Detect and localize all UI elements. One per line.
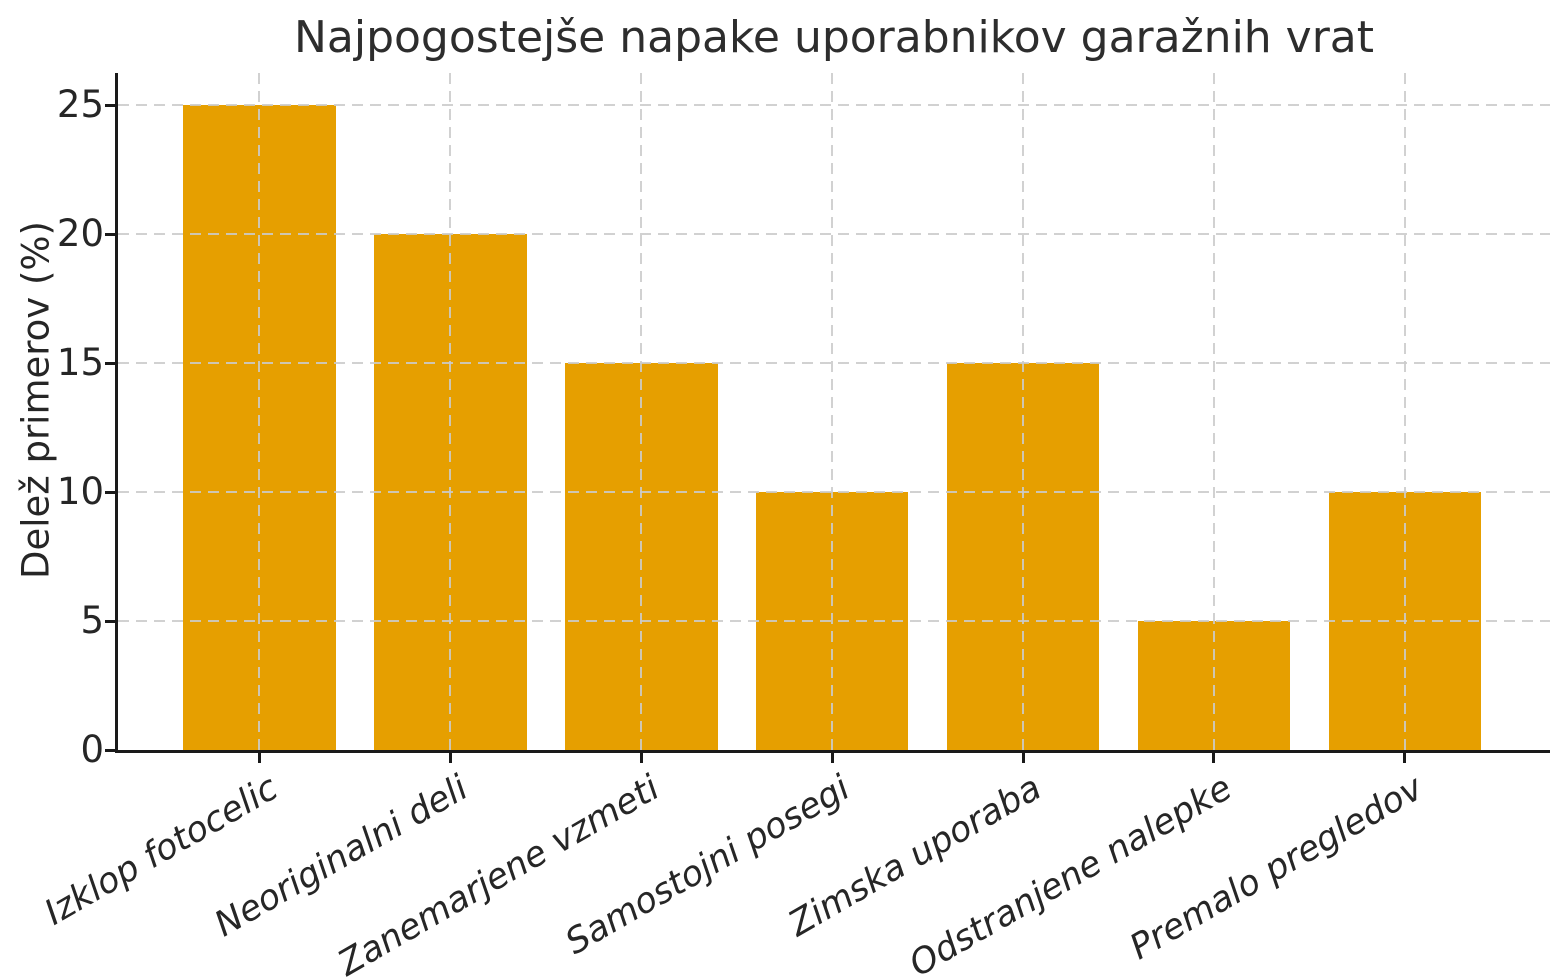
y-axis-label: Delež primerov (%): [14, 221, 58, 579]
x-tick-mark: [830, 753, 834, 763]
chart-title: Najpogostejše napake uporabnikov garažni…: [293, 12, 1375, 63]
y-tick-label: 10: [56, 470, 104, 514]
horizontal-gridline: [118, 491, 1550, 494]
y-tick-mark: [105, 619, 115, 623]
y-tick-mark: [105, 232, 115, 236]
vertical-gridline: [640, 73, 643, 750]
vertical-gridline: [449, 73, 452, 750]
y-tick-mark: [105, 103, 115, 107]
y-tick-mark: [105, 490, 115, 494]
x-tick-label: Odstranjene nalepke: [903, 768, 1239, 979]
y-tick-label: 0: [80, 728, 104, 771]
horizontal-gridline: [118, 233, 1550, 236]
x-tick-mark: [1403, 753, 1407, 763]
y-tick-label: 20: [56, 212, 104, 256]
vertical-gridline: [831, 73, 834, 750]
vertical-gridline: [258, 73, 261, 750]
vertical-gridline: [1022, 73, 1025, 750]
horizontal-gridline: [118, 104, 1550, 107]
horizontal-gridline: [118, 362, 1550, 365]
x-tick-mark: [639, 753, 643, 763]
x-tick-label: Zanemarjene vzmeti: [331, 768, 667, 979]
y-tick-mark: [105, 748, 115, 752]
x-tick-mark: [448, 753, 452, 763]
vertical-gridline: [1403, 73, 1406, 750]
vertical-gridline: [1212, 73, 1215, 750]
y-tick-mark: [105, 361, 115, 365]
horizontal-gridline: [118, 620, 1550, 623]
x-tick-mark: [1212, 753, 1216, 763]
plot-area: [115, 73, 1550, 753]
y-tick-label: 5: [80, 599, 104, 643]
y-tick-label: 15: [56, 341, 104, 385]
x-tick-mark: [257, 753, 261, 763]
y-tick-label: 25: [56, 83, 104, 127]
x-tick-mark: [1021, 753, 1025, 763]
